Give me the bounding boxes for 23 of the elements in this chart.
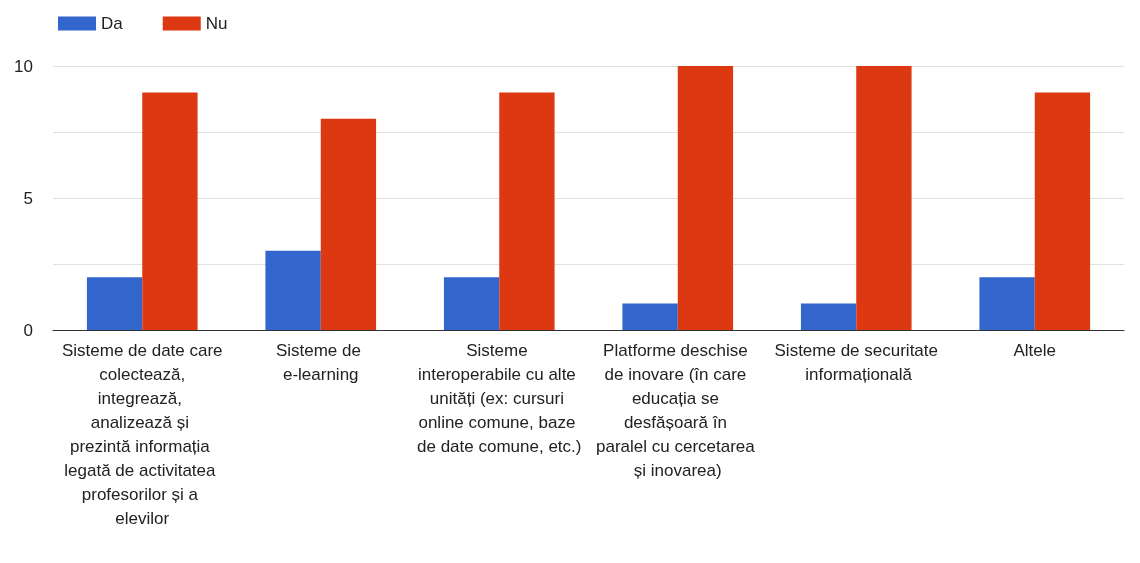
bar	[677, 66, 734, 330]
legend-label: Da	[101, 14, 124, 33]
bar	[800, 303, 857, 330]
x-tick-label: Sisteme interoperabile cu alte unități (ex: cursuri online comune, baze de date comune, etc.)	[417, 340, 582, 456]
bar	[979, 277, 1035, 330]
bar	[86, 277, 143, 330]
bar	[320, 118, 377, 330]
bar	[142, 92, 198, 330]
x-tick-label: Sisteme de date care colectează, integrează, analizează și prezintă informația legată de activitatea profesorilor și a elevilor	[61, 340, 223, 528]
bar	[1034, 92, 1091, 330]
y-tick-label: 5	[23, 188, 33, 208]
x-tick-label: Sisteme de securitate informațională	[774, 340, 938, 384]
bar	[499, 92, 555, 330]
x-tick-label: Altele	[1013, 340, 1057, 360]
y-tick-label: 0	[23, 320, 33, 340]
bar	[265, 250, 321, 330]
x-tick-label: Sisteme de e-learning	[275, 340, 366, 384]
bar	[443, 277, 500, 330]
bar	[622, 303, 678, 330]
bar	[856, 66, 912, 330]
x-tick-label: Platforme deschise de inovare (în care educația se desfășoară în paralel cu cercetarea și inovarea)	[596, 340, 760, 480]
legend-label: Nu	[205, 14, 228, 33]
y-tick-label: 10	[14, 56, 33, 76]
